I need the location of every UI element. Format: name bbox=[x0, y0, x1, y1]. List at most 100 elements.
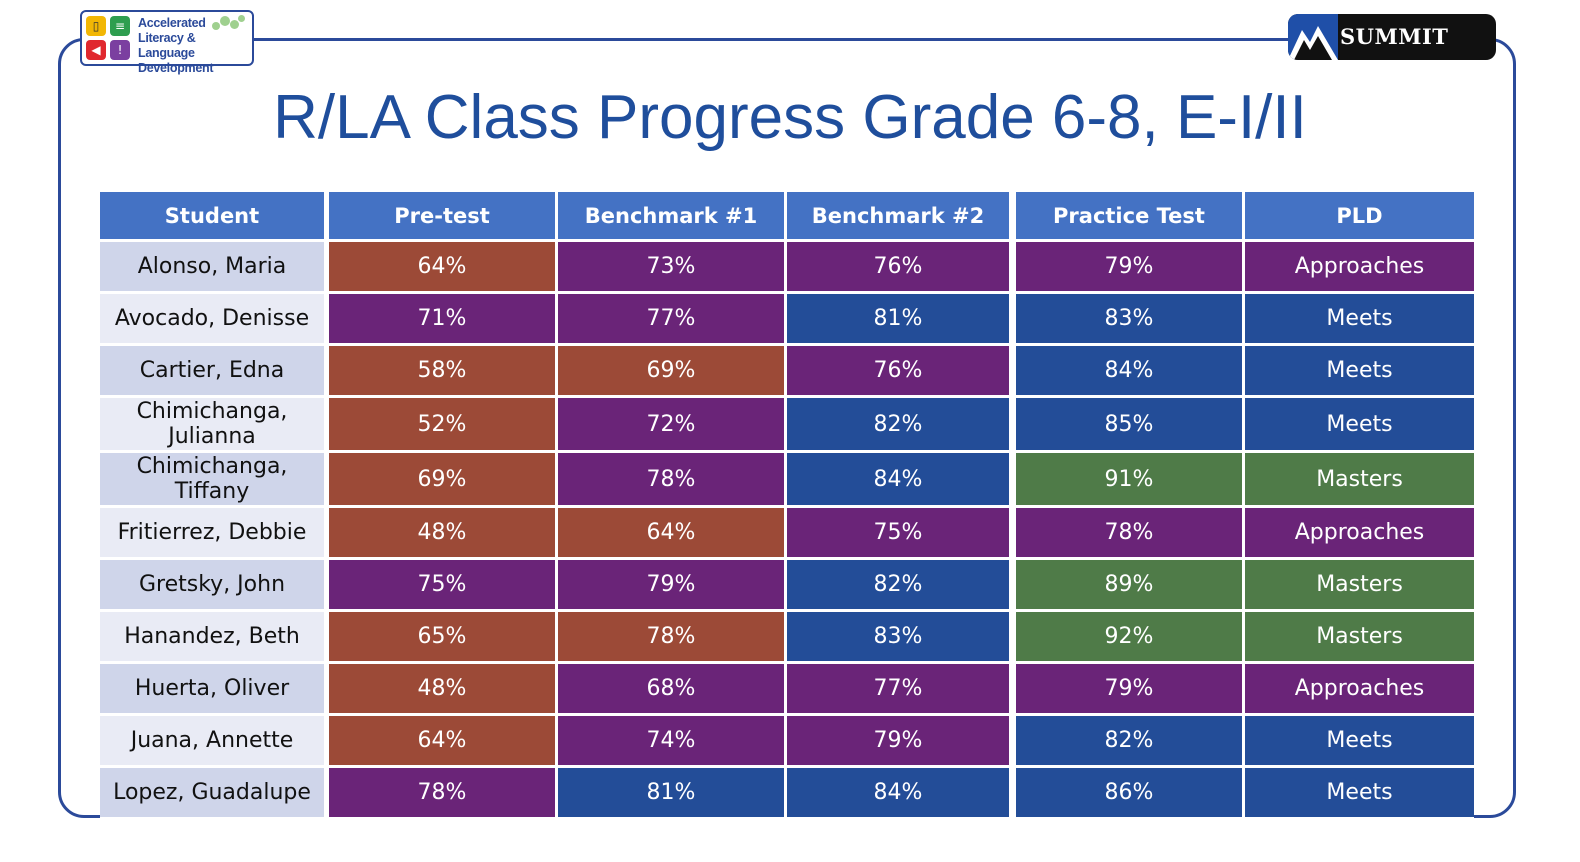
score-cell: 81% bbox=[558, 768, 787, 820]
score-cell: 82% bbox=[787, 398, 1016, 453]
score-cell: 73% bbox=[558, 242, 787, 294]
score-cell: 71% bbox=[329, 294, 558, 346]
student-name: Lopez, Guadalupe bbox=[100, 768, 329, 820]
all-logo-icons: ▯ ≡ ◀ ! bbox=[86, 16, 134, 62]
pld-cell: Meets bbox=[1245, 346, 1474, 398]
dots-decoration-icon bbox=[208, 14, 248, 34]
summit-k12-logo: SUMMIT K12 bbox=[1288, 14, 1496, 60]
score-cell: 85% bbox=[1016, 398, 1245, 453]
table-row: Fritierrez, Debbie 48% 64% 75% 78% Appro… bbox=[100, 508, 1474, 560]
score-cell: 79% bbox=[558, 560, 787, 612]
table-row: Cartier, Edna 58% 69% 76% 84% Meets bbox=[100, 346, 1474, 398]
all-logo-line3: Development bbox=[138, 61, 214, 75]
score-cell: 84% bbox=[787, 768, 1016, 820]
score-cell: 91% bbox=[1016, 453, 1245, 508]
table-row: Chimichanga, Julianna 52% 72% 82% 85% Me… bbox=[100, 398, 1474, 453]
speaker-icon: ◀ bbox=[86, 40, 106, 60]
header-pld: PLD bbox=[1245, 192, 1474, 242]
score-cell: 83% bbox=[1016, 294, 1245, 346]
score-cell: 76% bbox=[787, 242, 1016, 294]
score-cell: 78% bbox=[329, 768, 558, 820]
student-name: Fritierrez, Debbie bbox=[100, 508, 329, 560]
score-cell: 89% bbox=[1016, 560, 1245, 612]
score-cell: 74% bbox=[558, 716, 787, 768]
score-cell: 76% bbox=[787, 346, 1016, 398]
score-cell: 75% bbox=[329, 560, 558, 612]
header-pretest: Pre-test bbox=[329, 192, 558, 242]
table-row: Juana, Annette 64% 74% 79% 82% Meets bbox=[100, 716, 1474, 768]
score-cell: 69% bbox=[329, 453, 558, 508]
score-cell: 48% bbox=[329, 508, 558, 560]
table-row: Avocado, Denisse 71% 77% 81% 83% Meets bbox=[100, 294, 1474, 346]
student-name: Chimichanga, Julianna bbox=[100, 398, 329, 453]
score-cell: 52% bbox=[329, 398, 558, 453]
student-name: Alonso, Maria bbox=[100, 242, 329, 294]
score-cell: 75% bbox=[787, 508, 1016, 560]
pld-cell: Masters bbox=[1245, 560, 1474, 612]
header-practice-test: Practice Test bbox=[1016, 192, 1245, 242]
document-icon: ≡ bbox=[110, 16, 130, 36]
score-cell: 64% bbox=[329, 716, 558, 768]
score-cell: 65% bbox=[329, 612, 558, 664]
pld-cell: Meets bbox=[1245, 768, 1474, 820]
score-cell: 69% bbox=[558, 346, 787, 398]
table-row: Alonso, Maria 64% 73% 76% 79% Approaches bbox=[100, 242, 1474, 294]
score-cell: 84% bbox=[787, 453, 1016, 508]
pld-cell: Approaches bbox=[1245, 242, 1474, 294]
score-cell: 79% bbox=[787, 716, 1016, 768]
mountain-icon bbox=[1288, 14, 1338, 60]
pld-cell: Meets bbox=[1245, 716, 1474, 768]
pld-cell: Meets bbox=[1245, 294, 1474, 346]
header-benchmark-2: Benchmark #2 bbox=[787, 192, 1016, 242]
student-name: Hanandez, Beth bbox=[100, 612, 329, 664]
student-name: Gretsky, John bbox=[100, 560, 329, 612]
header-student: Student bbox=[100, 192, 329, 242]
pld-cell: Meets bbox=[1245, 398, 1474, 453]
score-cell: 86% bbox=[1016, 768, 1245, 820]
score-cell: 72% bbox=[558, 398, 787, 453]
score-cell: 79% bbox=[1016, 242, 1245, 294]
pld-cell: Approaches bbox=[1245, 664, 1474, 716]
score-cell: 48% bbox=[329, 664, 558, 716]
student-name: Huerta, Oliver bbox=[100, 664, 329, 716]
all-logo-text: Accelerated Literacy & Language Developm… bbox=[138, 16, 254, 76]
score-cell: 77% bbox=[787, 664, 1016, 716]
table-row: Hanandez, Beth 65% 78% 83% 92% Masters bbox=[100, 612, 1474, 664]
score-cell: 84% bbox=[1016, 346, 1245, 398]
score-cell: 81% bbox=[787, 294, 1016, 346]
table-row: Gretsky, John 75% 79% 82% 89% Masters bbox=[100, 560, 1474, 612]
score-cell: 92% bbox=[1016, 612, 1245, 664]
header-row: Student Pre-test Benchmark #1 Benchmark … bbox=[100, 192, 1474, 242]
student-name: Cartier, Edna bbox=[100, 346, 329, 398]
table-row: Chimichanga, Tiffany 69% 78% 84% 91% Mas… bbox=[100, 453, 1474, 508]
score-cell: 83% bbox=[787, 612, 1016, 664]
microphone-icon: ! bbox=[110, 40, 130, 60]
score-cell: 78% bbox=[558, 453, 787, 508]
progress-table: Student Pre-test Benchmark #1 Benchmark … bbox=[100, 192, 1474, 820]
page-title: R/LA Class Progress Grade 6-8, E-I/II bbox=[273, 83, 1307, 152]
all-logo-line2: Literacy & Language bbox=[138, 31, 196, 60]
all-logo-line1: Accelerated bbox=[138, 16, 206, 30]
score-cell: 77% bbox=[558, 294, 787, 346]
student-name: Chimichanga, Tiffany bbox=[100, 453, 329, 508]
score-cell: 68% bbox=[558, 664, 787, 716]
pld-cell: Masters bbox=[1245, 612, 1474, 664]
header-benchmark-1: Benchmark #1 bbox=[558, 192, 787, 242]
all-logo: ▯ ≡ ◀ ! Accelerated Literacy & Language … bbox=[80, 10, 254, 75]
score-cell: 64% bbox=[558, 508, 787, 560]
book-icon: ▯ bbox=[86, 16, 106, 36]
score-cell: 82% bbox=[787, 560, 1016, 612]
score-cell: 79% bbox=[1016, 664, 1245, 716]
table-row: Lopez, Guadalupe 78% 81% 84% 86% Meets bbox=[100, 768, 1474, 820]
pld-cell: Approaches bbox=[1245, 508, 1474, 560]
summit-k12-text: SUMMIT K12 bbox=[1340, 24, 1449, 49]
table-row: Huerta, Oliver 48% 68% 77% 79% Approache… bbox=[100, 664, 1474, 716]
score-cell: 58% bbox=[329, 346, 558, 398]
pld-cell: Masters bbox=[1245, 453, 1474, 508]
student-name: Juana, Annette bbox=[100, 716, 329, 768]
student-name: Avocado, Denisse bbox=[100, 294, 329, 346]
score-cell: 82% bbox=[1016, 716, 1245, 768]
score-cell: 64% bbox=[329, 242, 558, 294]
score-cell: 78% bbox=[558, 612, 787, 664]
score-cell: 78% bbox=[1016, 508, 1245, 560]
